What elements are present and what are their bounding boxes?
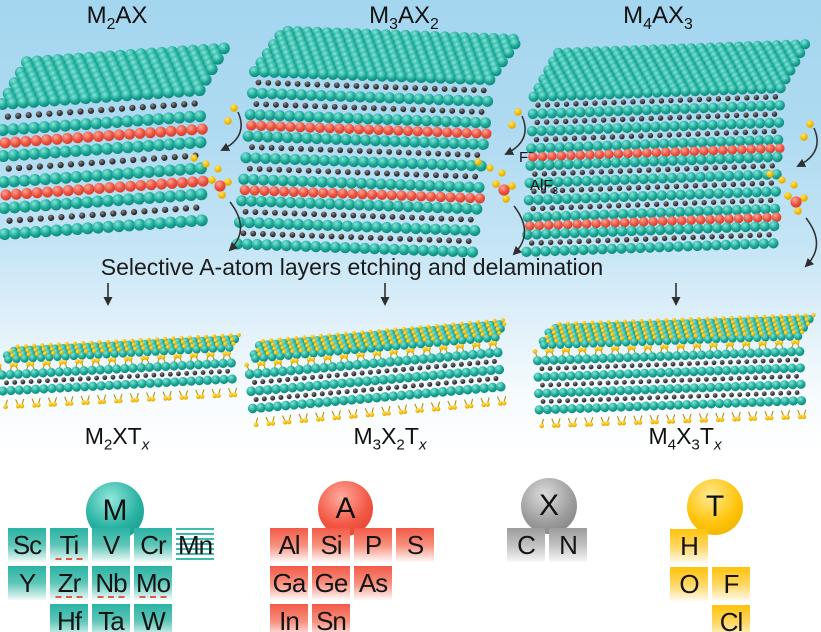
element-cell-cr: Cr [134,528,172,562]
element-cell-mn: Mn [176,528,214,562]
etch-arrow-out [228,201,242,252]
etchant-group-middle [474,108,526,256]
sheet-m3x2tx [244,318,507,428]
caption-text: Selective A-atom layers etching and dela… [100,254,604,280]
group-badge-x: X [521,478,577,534]
element-cell-h: H [670,529,708,563]
element-cell-nb: Nb [92,566,130,600]
element-cell-sc: Sc [8,528,46,562]
alf3-label: AlF3 [530,177,558,197]
etch-arrow-out [512,205,526,256]
element-cell-w: W [134,604,172,632]
structure-title-m4ax3: M4AX3 [623,2,693,33]
etch-arrow-in [220,111,242,151]
element-cell-o: O [670,567,708,601]
fluoride-ion-label: F− [519,148,534,166]
sheet-label-m2xtx: M2XTx [84,423,150,454]
element-cell-c: C [507,528,545,562]
element-cell-ge: Ge [312,566,350,600]
element-cell-f: F [712,567,750,601]
etch-arrow-out [804,217,818,268]
experimental-underline [55,558,83,560]
element-cell-ti: Ti [50,528,88,562]
element-cell-cl: Cl [712,605,750,632]
etchant-group-right [766,120,818,268]
sheet-label-m3x2tx: M3X2Tx [353,423,427,454]
etch-arrow-in [796,127,818,167]
experimental-underline [55,596,83,598]
element-cell-v: V [92,528,130,562]
element-cell-mo: Mo [134,566,172,600]
element-cell-in: In [270,604,308,632]
element-cell-al: Al [270,528,308,562]
element-cell-sn: Sn [312,604,350,632]
element-cell-n: N [549,528,587,562]
group-badge-a: A [318,481,373,536]
etchant-group-left [190,104,242,252]
element-cell-si: Si [312,528,350,562]
element-cell-zr: Zr [50,566,88,600]
element-cell-ga: Ga [270,566,308,600]
structure-title-m3ax2: M3AX2 [369,2,439,33]
structure-m3ax2 [231,25,521,258]
structure-m2ax [0,42,230,241]
element-cell-y: Y [8,566,46,600]
experimental-underline [139,596,167,598]
structure-title-m2ax: M2AX [86,2,148,33]
etch-arrow-in [504,115,526,155]
group-badge-t: T [687,479,743,535]
element-cell-p: P [354,528,392,562]
sheet-m2xtx [0,332,241,410]
experimental-underline [97,596,125,598]
sheet-label-m4x3tx: M4X3Tx [648,423,722,454]
element-cell-s: S [396,528,434,562]
element-cell-as: As [354,566,392,600]
element-cell-ta: Ta [92,604,130,632]
element-cell-hf: Hf [50,604,88,632]
structure-m4ax3 [521,39,811,258]
sheet-m4x3tx [532,312,816,429]
